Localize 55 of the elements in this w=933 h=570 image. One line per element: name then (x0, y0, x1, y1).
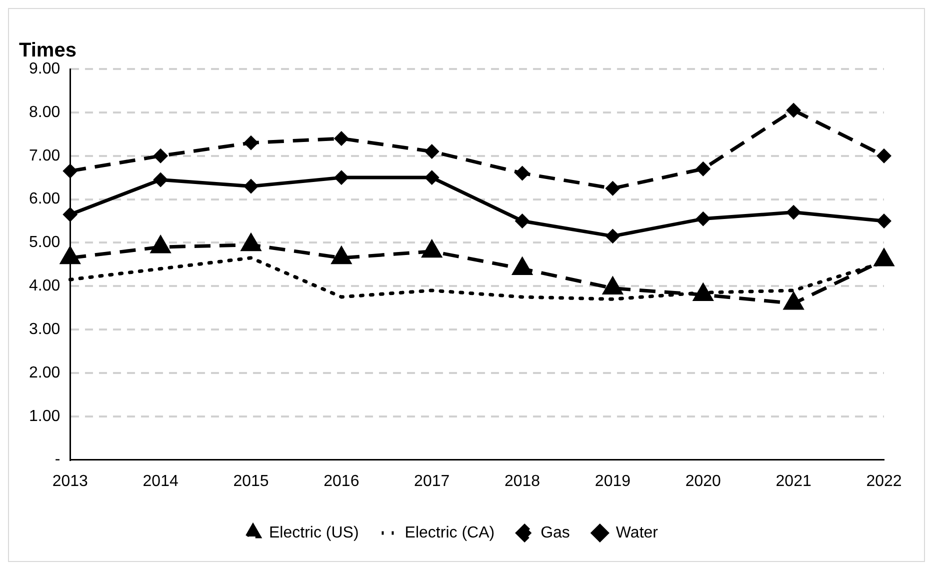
point (334, 132, 348, 146)
y-tick-label: 3.00 (29, 320, 60, 338)
point (696, 212, 710, 226)
x-tick-label: 2018 (504, 472, 540, 490)
point (512, 258, 532, 275)
x-tick-label: 2019 (594, 472, 631, 490)
y-tick-label: 6.00 (29, 190, 60, 208)
legend-label: Electric (US) (269, 524, 359, 542)
y-tick-label: 8.00 (29, 104, 60, 121)
point (606, 182, 620, 196)
point (516, 214, 530, 228)
y-tick-label: 5.00 (29, 234, 60, 252)
point (154, 172, 168, 186)
point (786, 104, 800, 117)
point (877, 149, 891, 163)
point (877, 214, 891, 228)
point (786, 206, 800, 220)
point (63, 164, 77, 178)
legend-label: Water (616, 524, 659, 542)
legend-label: Gas (540, 524, 570, 542)
y-tick-label: - (54, 451, 60, 468)
x-tick-label: 2016 (324, 472, 360, 490)
point (422, 240, 442, 258)
y-axis-title: Times (19, 40, 76, 62)
y-tick-label: 1.00 (29, 408, 60, 425)
point (516, 166, 530, 180)
point (425, 170, 439, 184)
x-tick-label: 2017 (414, 472, 450, 490)
point (241, 234, 261, 252)
point (154, 149, 168, 163)
point (334, 170, 348, 184)
point (874, 249, 894, 266)
point (603, 278, 622, 295)
point (332, 247, 351, 264)
point (696, 162, 710, 176)
legend-label: Electric (CA) (404, 524, 495, 542)
point (694, 284, 713, 302)
x-tick-label: 2013 (52, 472, 88, 490)
point (244, 179, 258, 193)
y-tick-label: 9.00 (29, 60, 60, 78)
y-tick-label: 2.00 (29, 364, 60, 382)
point (425, 144, 439, 158)
point (606, 229, 620, 243)
point (63, 208, 77, 222)
x-tick-label: 2020 (685, 472, 722, 490)
point (244, 136, 258, 150)
point (60, 247, 80, 264)
point (151, 236, 170, 254)
x-tick-label: 2021 (776, 472, 812, 490)
point (784, 292, 804, 310)
x-tick-label: 2014 (142, 472, 178, 490)
x-tick-label: 2015 (233, 472, 269, 490)
y-tick-label: 7.00 (29, 147, 60, 164)
x-tick-label: 2022 (866, 472, 902, 490)
y-tick-label: 4.00 (29, 278, 60, 295)
